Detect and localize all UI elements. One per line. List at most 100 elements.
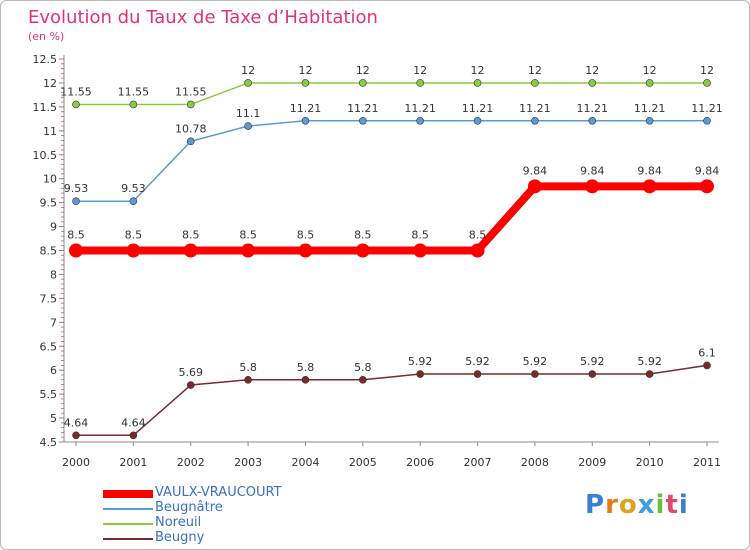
y-tick-label: 4.5: [40, 436, 58, 449]
logo-letter: x: [637, 490, 656, 520]
data-label-vaulx-vraucourt: 8.5: [469, 229, 487, 242]
x-tick-label: 2005: [349, 456, 377, 469]
data-label-beugn-tre: 11.21: [519, 102, 551, 115]
data-label-noreuil: 12: [413, 64, 427, 77]
data-label-beugny: 5.92: [580, 355, 605, 368]
proxiti-logo: Proxiti: [585, 490, 689, 520]
logo-letter: t: [665, 490, 679, 520]
data-point-vaulx-vraucourt: [126, 243, 141, 258]
data-point-beugn-tre: [531, 116, 539, 125]
data-label-beugn-tre: 11.21: [404, 102, 436, 115]
y-tick-label: 12: [43, 77, 57, 90]
logo-letter: P: [585, 490, 606, 520]
data-point-vaulx-vraucourt: [700, 179, 714, 194]
data-label-beugny: 5.8: [297, 361, 315, 374]
data-point-beugn-tre: [129, 197, 138, 205]
x-tick-label: 2010: [636, 456, 664, 469]
data-label-noreuil: 12: [700, 64, 714, 77]
data-point-beugny: [129, 431, 138, 440]
data-point-vaulx-vraucourt: [298, 243, 313, 258]
x-tick-label: 2008: [521, 456, 549, 469]
logo-letter: o: [618, 490, 638, 520]
data-point-vaulx-vraucourt: [355, 243, 370, 258]
y-tick-label: 6.5: [40, 340, 58, 353]
data-point-beugny: [473, 370, 482, 378]
data-label-beugn-tre: 11.21: [634, 102, 666, 115]
series-line-noreuil: [76, 82, 707, 106]
data-label-beugn-tre: 11.21: [347, 102, 379, 115]
data-label-beugny: 6.1: [698, 346, 716, 359]
data-point-vaulx-vraucourt: [527, 179, 542, 194]
data-point-beugn-tre: [588, 116, 597, 125]
data-label-vaulx-vraucourt: 8.5: [354, 229, 372, 242]
data-point-beugn-tre: [645, 116, 654, 125]
data-label-beugn-tre: 9.53: [64, 182, 89, 195]
data-point-beugn-tre: [703, 116, 711, 125]
data-point-noreuil: [531, 79, 539, 87]
y-tick-label: 8: [50, 268, 57, 281]
data-label-vaulx-vraucourt: 9.84: [637, 164, 662, 177]
y-tick-label: 5.5: [40, 388, 58, 401]
x-tick-label: 2007: [464, 456, 492, 469]
data-label-beugny: 4.64: [121, 416, 146, 429]
data-label-beugn-tre: 11.21: [577, 102, 609, 115]
x-tick-label: 2000: [62, 456, 90, 469]
data-label-noreuil: 12: [585, 64, 599, 77]
data-label-beugn-tre: 11.21: [462, 102, 494, 115]
data-label-beugn-tre: 11.1: [236, 107, 261, 120]
y-tick-label: 5: [50, 412, 57, 425]
x-tick-label: 2004: [291, 456, 319, 469]
y-tick-label: 7.5: [40, 292, 58, 305]
data-point-beugny: [588, 370, 597, 378]
series-line-beugny: [76, 364, 708, 437]
data-label-noreuil: 11.55: [118, 85, 150, 98]
data-point-vaulx-vraucourt: [413, 243, 428, 258]
data-label-noreuil: 11.55: [60, 85, 92, 98]
data-point-beugn-tre: [473, 116, 482, 125]
data-label-vaulx-vraucourt: 9.84: [580, 164, 605, 177]
legend-label: Noreuil: [155, 515, 202, 530]
data-label-beugn-tre: 9.53: [121, 182, 146, 195]
data-point-beugn-tre: [416, 116, 424, 125]
data-label-noreuil: 12: [298, 64, 312, 77]
data-label-vaulx-vraucourt: 8.5: [411, 229, 429, 242]
logo-letter: i: [678, 490, 689, 520]
data-point-noreuil: [301, 79, 310, 87]
logo-letter: r: [605, 490, 619, 520]
legend-label: Beugnâtre: [155, 500, 223, 515]
data-label-beugn-tre: 11.21: [290, 102, 322, 115]
data-label-vaulx-vraucourt: 9.84: [523, 164, 548, 177]
data-point-noreuil: [359, 79, 367, 87]
data-point-vaulx-vraucourt: [642, 179, 657, 194]
data-label-noreuil: 12: [643, 64, 657, 77]
chart-subtitle: (en %): [28, 30, 65, 43]
y-tick-label: 10: [43, 173, 57, 186]
series-line-vaulx-vraucourt: [76, 182, 707, 255]
data-point-beugny: [244, 375, 252, 384]
logo-letter: i: [655, 490, 666, 520]
data-point-vaulx-vraucourt: [585, 179, 600, 194]
data-point-vaulx-vraucourt: [470, 243, 485, 258]
y-tick-label: 9: [50, 221, 57, 234]
data-point-noreuil: [645, 79, 654, 87]
series-layer: [69, 79, 714, 440]
legend-swatch: [103, 523, 153, 525]
legend-label: VAULX-VRAUCOURT: [155, 485, 282, 500]
data-point-beugny: [531, 370, 539, 378]
axes: 4.5 5 5.5 6 6.5 7 7.5 8 8.5 9 9.5 10 10.5 11 11.5 12 12.…: [33, 53, 722, 469]
data-label-vaulx-vraucourt: 8.5: [125, 229, 143, 242]
legend-swatch: [103, 538, 153, 540]
data-point-noreuil: [244, 79, 252, 87]
data-label-beugn-tre: 10.78: [175, 122, 207, 135]
data-point-beugny: [301, 375, 310, 384]
x-tick-label: 2011: [693, 456, 721, 469]
data-label-beugny: 5.92: [523, 355, 548, 368]
x-tick-label: 2003: [234, 456, 262, 469]
data-point-beugny: [186, 381, 195, 389]
data-point-vaulx-vraucourt: [241, 243, 256, 258]
data-label-noreuil: 12: [528, 64, 542, 77]
y-tick-label: 7: [50, 316, 57, 329]
data-label-beugny: 5.69: [178, 366, 203, 379]
data-label-noreuil: 11.55: [175, 85, 207, 98]
data-point-noreuil: [588, 79, 597, 87]
